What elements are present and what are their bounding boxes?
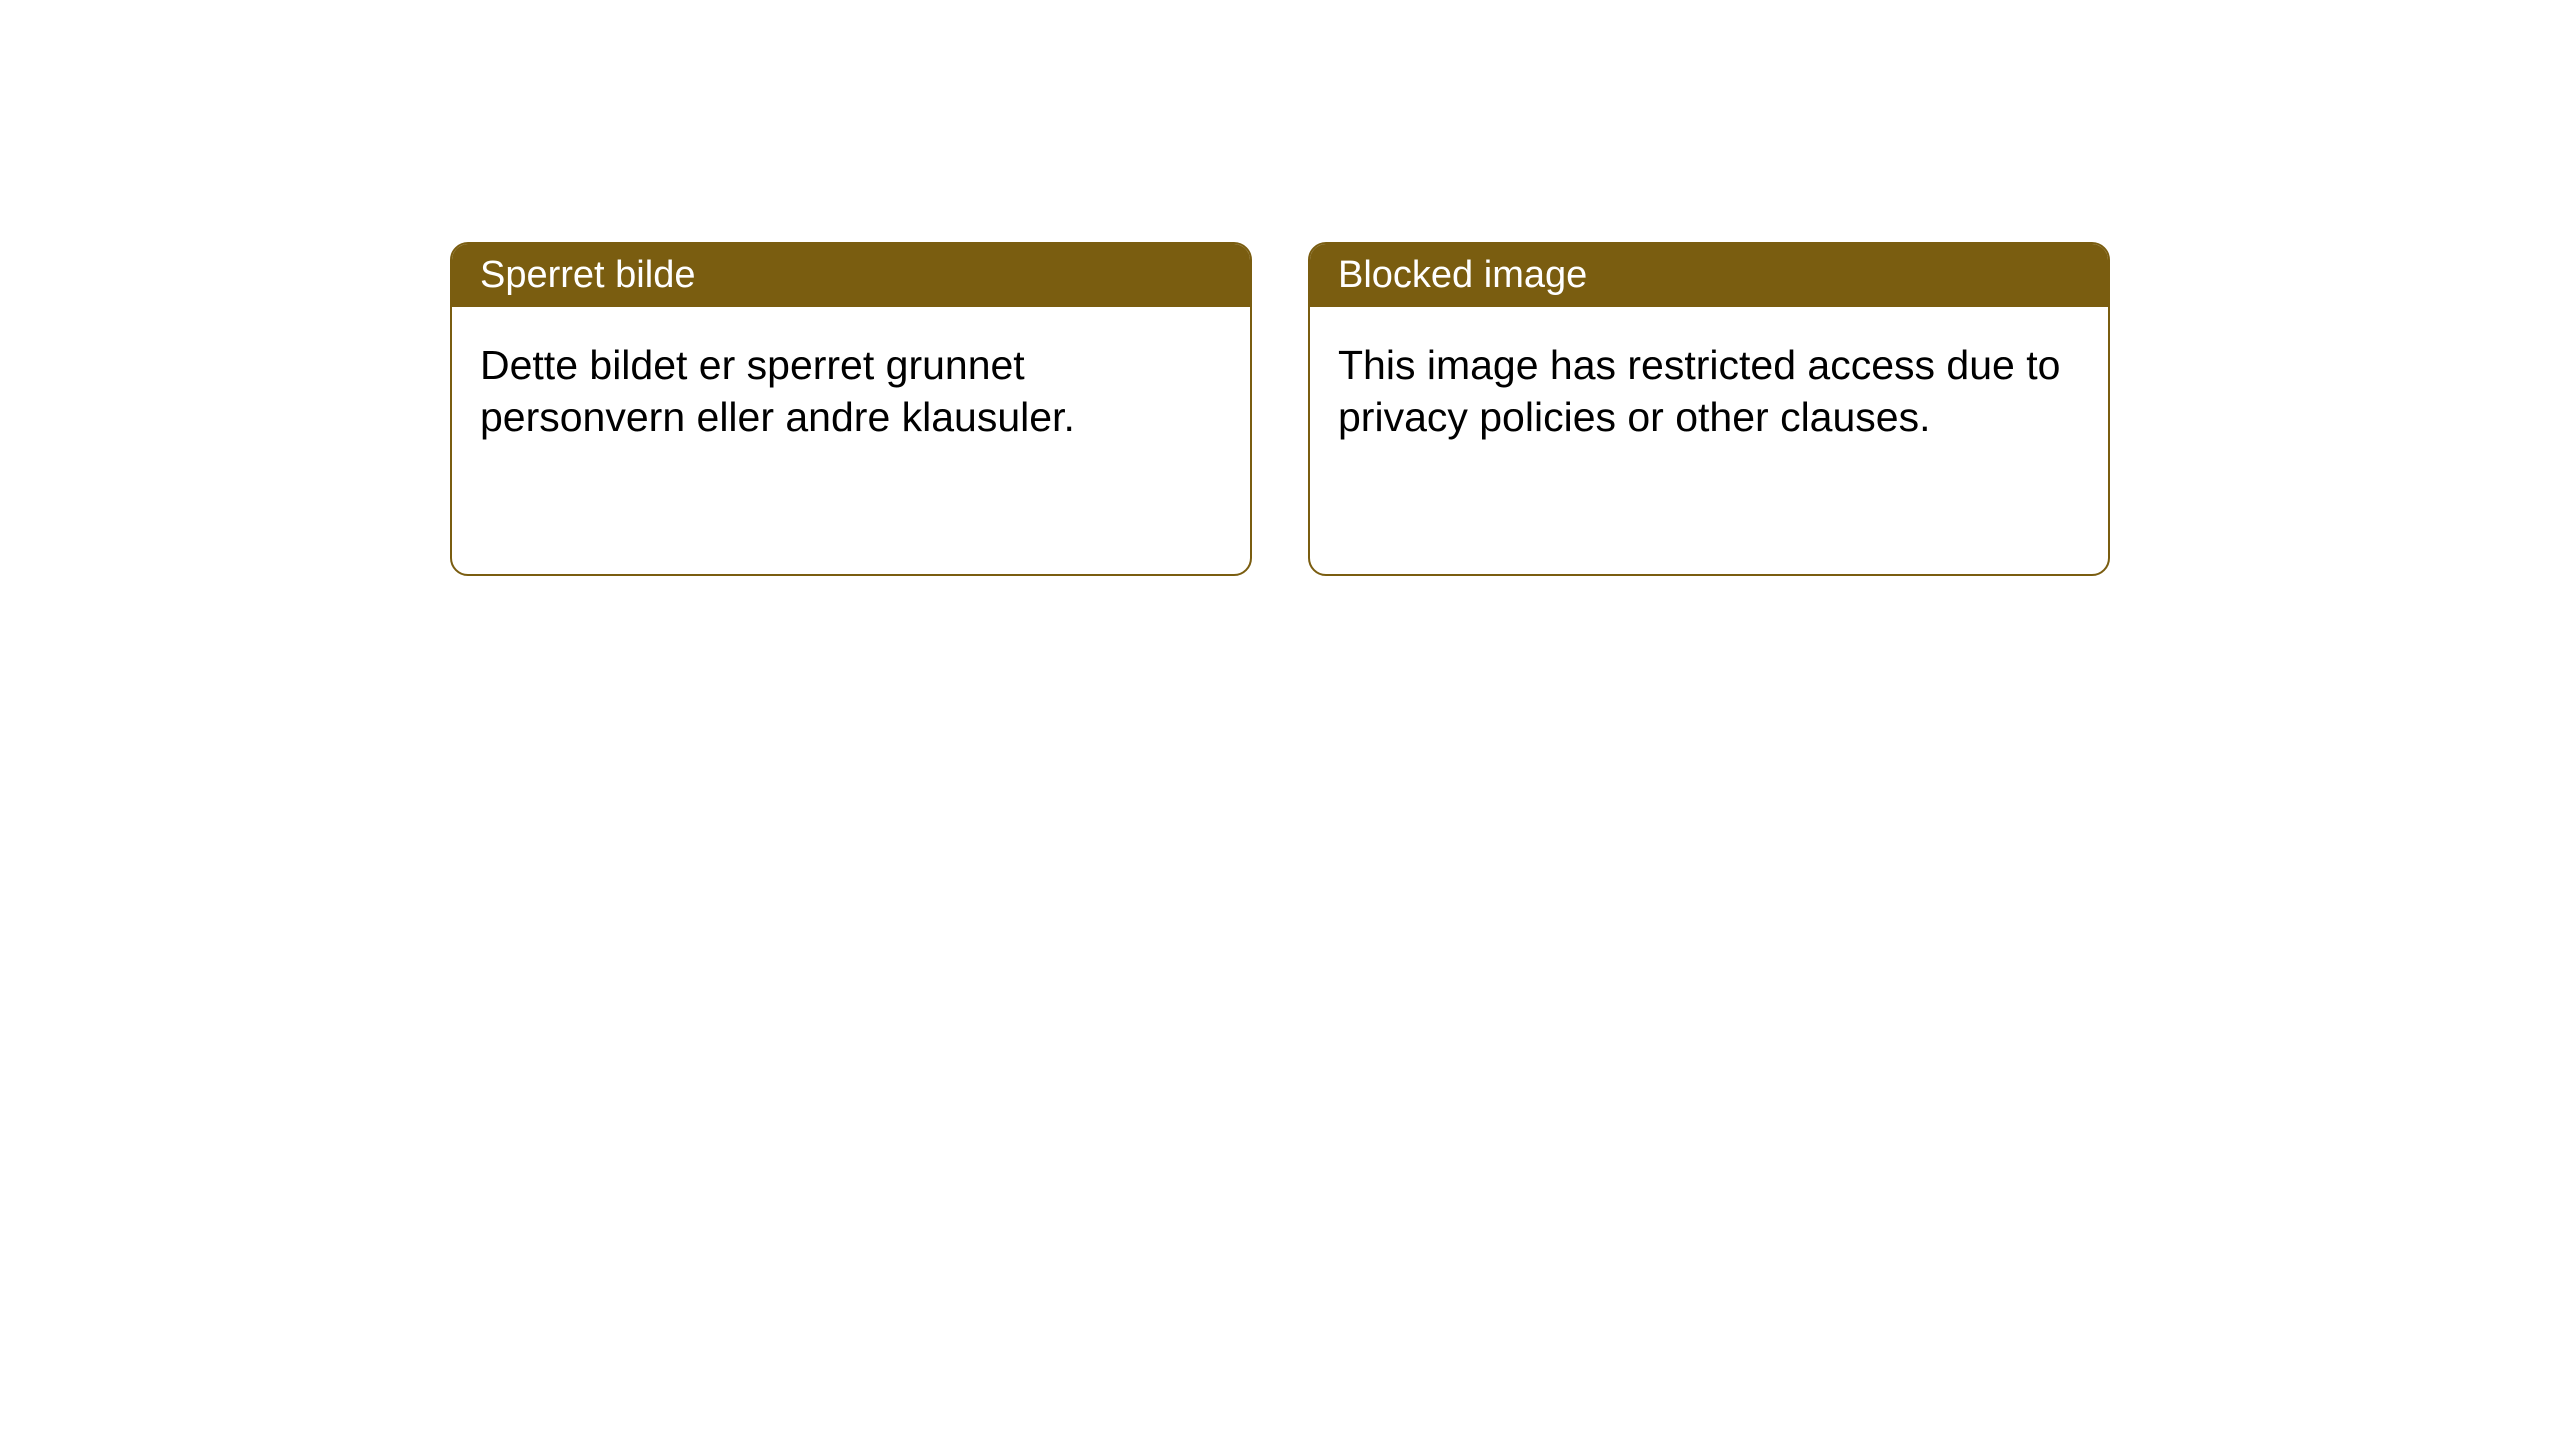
card-body: This image has restricted access due to …	[1310, 307, 2108, 476]
card-message: Dette bildet er sperret grunnet personve…	[480, 342, 1075, 440]
card-header: Blocked image	[1310, 244, 2108, 307]
blocked-image-card-en: Blocked image This image has restricted …	[1308, 242, 2110, 576]
message-card-container: Sperret bilde Dette bildet er sperret gr…	[450, 242, 2110, 576]
card-body: Dette bildet er sperret grunnet personve…	[452, 307, 1250, 476]
card-title: Blocked image	[1338, 254, 1587, 296]
blocked-image-card-no: Sperret bilde Dette bildet er sperret gr…	[450, 242, 1252, 576]
card-message: This image has restricted access due to …	[1338, 342, 2060, 440]
card-header: Sperret bilde	[452, 244, 1250, 307]
card-title: Sperret bilde	[480, 254, 695, 296]
